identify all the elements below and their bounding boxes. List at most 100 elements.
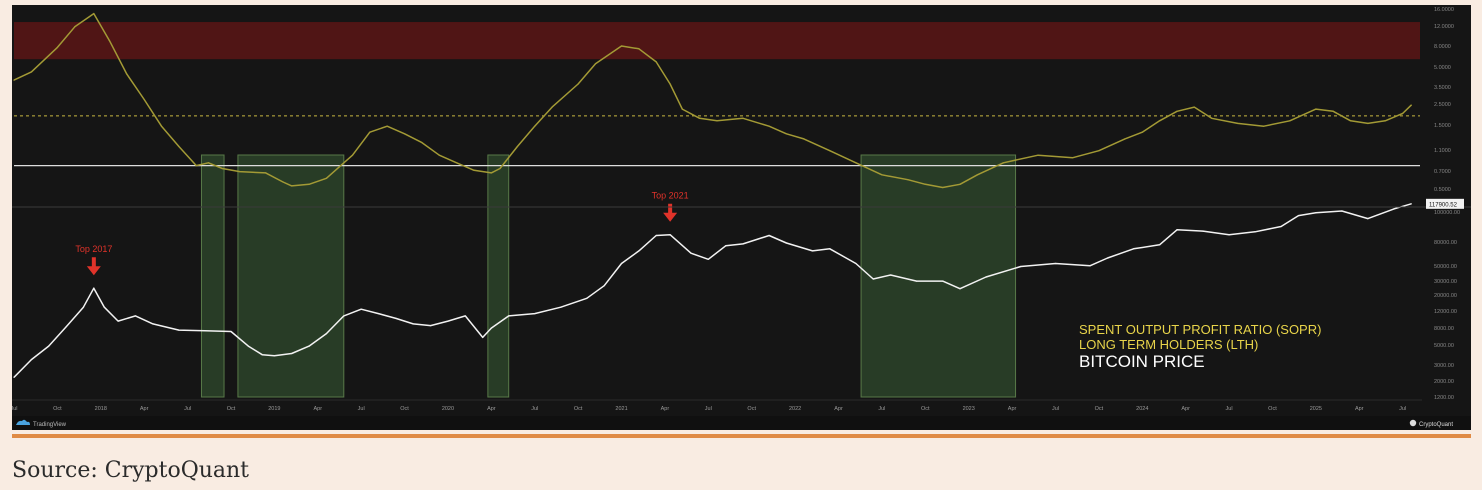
sopr-series-line-point-1 (30, 71, 32, 73)
sopr-series-line-point-24 (438, 154, 440, 156)
price-series-line-point-61 (1228, 234, 1230, 236)
price-series-line-point-29 (508, 315, 510, 317)
x-tick-0: Jul (12, 406, 18, 412)
price-series-line-point-69 (1410, 203, 1412, 205)
price-series-line-point-17 (308, 345, 310, 347)
price-ytick-7: 5000.00 (1434, 343, 1454, 349)
price-series-line-point-32 (586, 297, 588, 299)
sopr-series-line-point-52 (976, 174, 978, 176)
price-series-line-point-42 (768, 234, 770, 237)
sopr-series-line-point-16 (291, 185, 293, 187)
price-series-line-point-33 (603, 285, 605, 287)
shaded-region-0 (200, 154, 225, 398)
sopr-series-line-point-20 (369, 131, 371, 133)
sopr-series-line-point-33 (594, 63, 597, 65)
price-series-line-point-43 (785, 242, 788, 244)
sopr-series-line-point-37 (669, 83, 671, 85)
price-series-line-point-53 (1020, 265, 1022, 268)
price-series-line-point-34 (620, 262, 623, 265)
sopr-series-line-point-41 (742, 117, 744, 119)
price-series-line-point-10 (178, 329, 180, 331)
sopr-ytick-7: 1.1000 (1434, 148, 1451, 154)
price-series-line-point-47 (872, 278, 874, 280)
price-series-line-point-52 (985, 276, 987, 278)
sopr-series-line-point-10 (195, 165, 197, 167)
sopr-series-line-point-12 (221, 167, 223, 170)
sopr-series-line-point-49 (924, 183, 926, 185)
zone-layer (14, 22, 1420, 60)
x-tick-21: Oct (921, 406, 930, 412)
price-series-line-point-7 (117, 320, 119, 322)
axes-layer: 16.0000 12.0000 8.0000 5.0000 3.5000 2.5000 1.… (12, 7, 1471, 412)
price-series-line-point-22 (395, 317, 397, 320)
price-ytick-5: 12000.00 (1434, 309, 1457, 315)
sopr-series-line-point-6 (126, 73, 128, 75)
legend-line-1: LONG TERM HOLDERS (LTH) (1079, 337, 1258, 352)
x-tick-13: Oct (574, 406, 583, 412)
price-series-line-point-48 (889, 274, 892, 276)
tradingview-logo: TradingView (16, 419, 67, 428)
sopr-series-line-point-58 (1141, 131, 1143, 133)
price-series-line-point-24 (429, 325, 432, 327)
price-series-line-point-1 (30, 359, 32, 361)
sopr-series-line-point-53 (1002, 162, 1005, 164)
sopr-series-line-point-28 (499, 167, 501, 170)
sopr-ytick-3: 5.0000 (1434, 65, 1451, 71)
price-series-line-point-67 (1367, 217, 1369, 220)
sopr-series-line-point-22 (403, 133, 406, 135)
sopr-ytick-5: 2.5000 (1434, 102, 1451, 108)
sopr-series-line-point-5 (108, 40, 111, 42)
sopr-series-line-point-19 (351, 154, 354, 156)
x-tick-15: Apr (661, 406, 670, 412)
x-tick-30: 2025 (1310, 406, 1322, 412)
price-series-line-point-4 (82, 306, 85, 308)
price-series-line-point-59 (1176, 229, 1178, 231)
sopr-series-line-point-29 (516, 145, 518, 148)
reference-lines-layer (14, 115, 1420, 167)
x-tick-27: Apr (1181, 406, 1190, 412)
x-tick-10: 2020 (442, 406, 454, 412)
price-series-line-point-49 (916, 280, 918, 282)
sopr-series-line-point-48 (907, 179, 909, 181)
sopr-series-line-point-42 (768, 125, 770, 127)
sopr-series-line-point-32 (577, 83, 579, 85)
sopr-series-line-point-40 (716, 120, 718, 122)
price-series-line-point-9 (152, 323, 154, 325)
x-tick-2: 2018 (95, 406, 107, 412)
sopr-series-line-point-7 (143, 98, 145, 101)
sopr-series-line-point-27 (490, 172, 492, 174)
price-series-line-point-14 (261, 354, 263, 356)
cryptoquant-logo: CryptoQuant (1409, 419, 1453, 428)
sopr-series-line-point-18 (325, 177, 328, 179)
price-ytick-1: 80000.00 (1434, 240, 1457, 246)
price-series-line-point-23 (412, 323, 414, 325)
sopr-series-line-point-17 (308, 183, 310, 185)
price-series-line-point-3 (65, 326, 67, 328)
sopr-series-line-point-23 (421, 141, 423, 144)
sopr-series-line-point-44 (803, 138, 805, 140)
x-tick-28: Jul (1226, 406, 1233, 412)
price-series-line-point-12 (230, 330, 232, 333)
annotation-0: Top 2017 (75, 244, 112, 276)
price-series-line-point-51 (959, 288, 961, 290)
price-series-line-point-18 (325, 332, 328, 335)
price-series-line-point-13 (247, 345, 249, 347)
price-series-line-point-0 (13, 376, 15, 378)
sopr-series-line-point-46 (855, 162, 857, 164)
down-arrow-icon (86, 257, 101, 276)
x-tick-5: Oct (227, 406, 236, 412)
sopr-series-line-point-9 (178, 145, 180, 148)
price-ytick-0: 100000.00 (1434, 210, 1460, 216)
sopr-series-line-point-50 (942, 186, 944, 189)
series-layer (13, 12, 1412, 378)
price-series-line-point-37 (669, 234, 671, 236)
price-series-line-point-19 (343, 315, 345, 317)
price-series-line-point-31 (560, 306, 562, 308)
price-series-line-point-65 (1315, 212, 1317, 214)
sopr-series-line-point-55 (1072, 157, 1074, 159)
sopr-series-line-point-0 (13, 79, 15, 81)
price-series-line-point-16 (291, 352, 293, 355)
x-tick-20: Jul (878, 406, 885, 412)
price-series-line-point-57 (1132, 248, 1135, 250)
x-tick-12: Jul (531, 406, 538, 412)
